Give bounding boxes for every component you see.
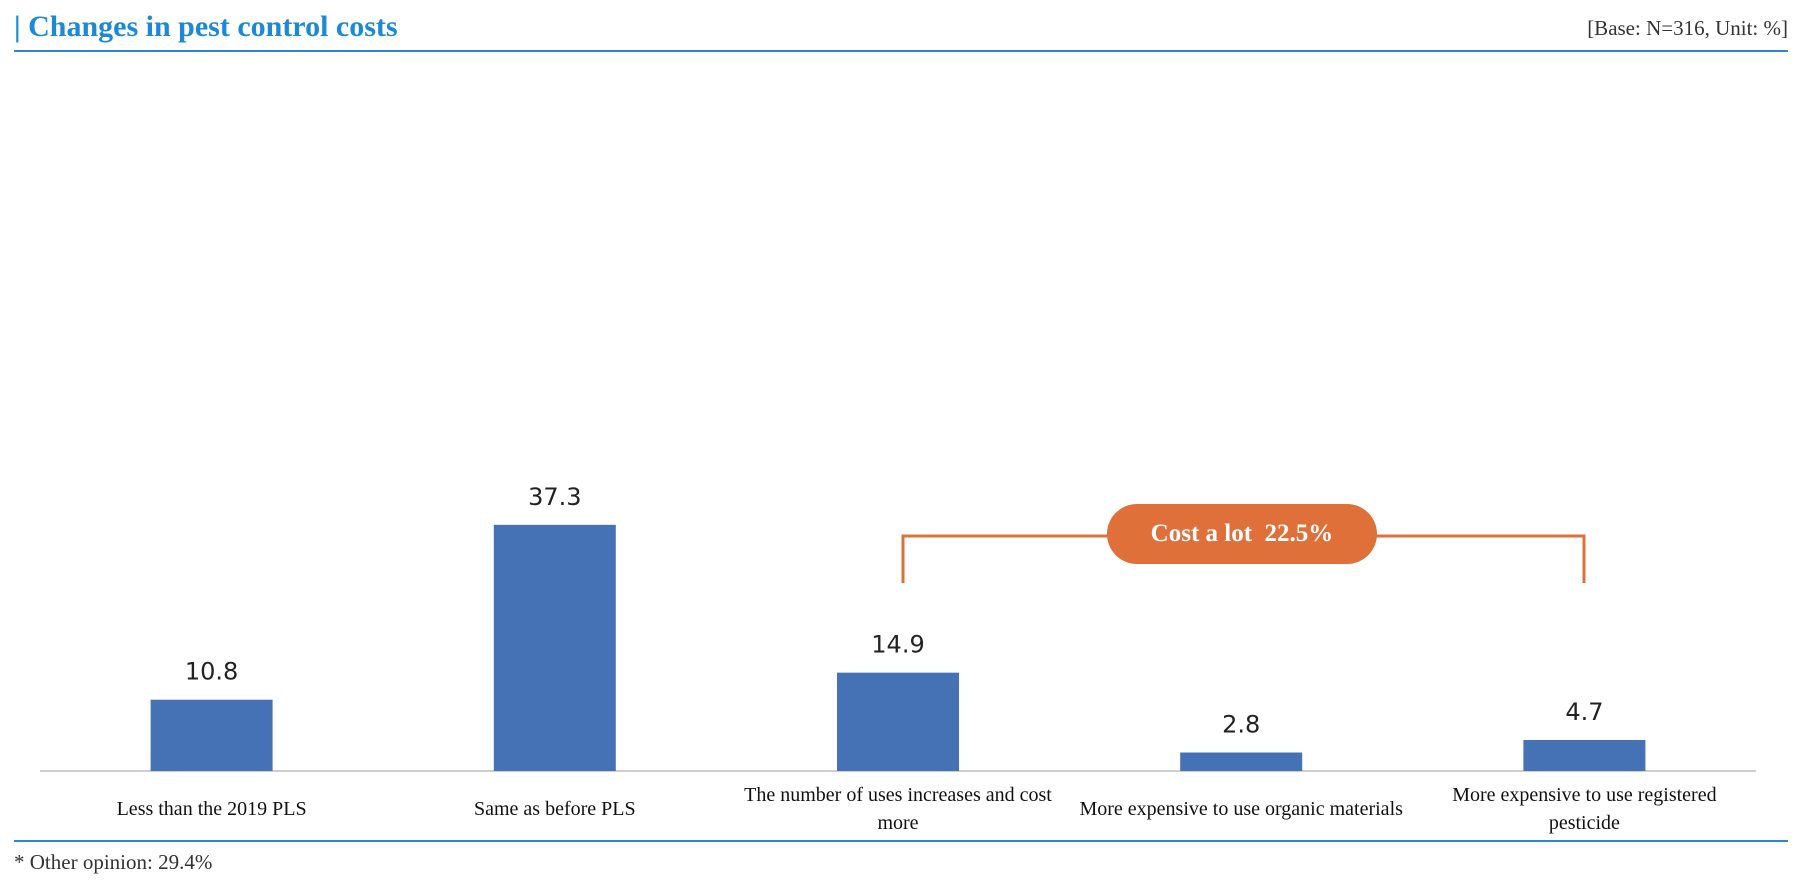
data-label-1: 10.8 [185, 658, 238, 686]
bar-4 [1180, 752, 1303, 771]
footnote: * Other opinion: 29.4% [14, 850, 213, 874]
bar-5 [1523, 739, 1646, 771]
data-label-3: 14.9 [871, 631, 924, 659]
header-divider [14, 50, 1788, 52]
bar-2 [493, 524, 616, 771]
data-label-4: 2.8 [1222, 711, 1260, 739]
page-title: | Changes in pest control costs [14, 10, 398, 43]
category-label-1: Less than the 2019 PLS [117, 798, 307, 820]
category-label-5: More expensive to use registered pesticid… [1452, 784, 1716, 834]
bar-3 [837, 672, 959, 771]
base-note: [Base: N=316, Unit: %] [1587, 16, 1788, 40]
category-label-2: Same as before PLS [474, 798, 636, 820]
data-label-5: 4.7 [1565, 698, 1603, 726]
category-label-4: More expensive to use organic materials [1079, 798, 1403, 820]
footer-divider [14, 840, 1788, 842]
category-label-3: The number of uses increases and cost mor… [744, 784, 1052, 834]
bar-1 [150, 699, 273, 771]
data-label-2: 37.3 [528, 483, 581, 511]
cost-a-lot-callout: Cost a lot 22.5% [1107, 504, 1377, 564]
